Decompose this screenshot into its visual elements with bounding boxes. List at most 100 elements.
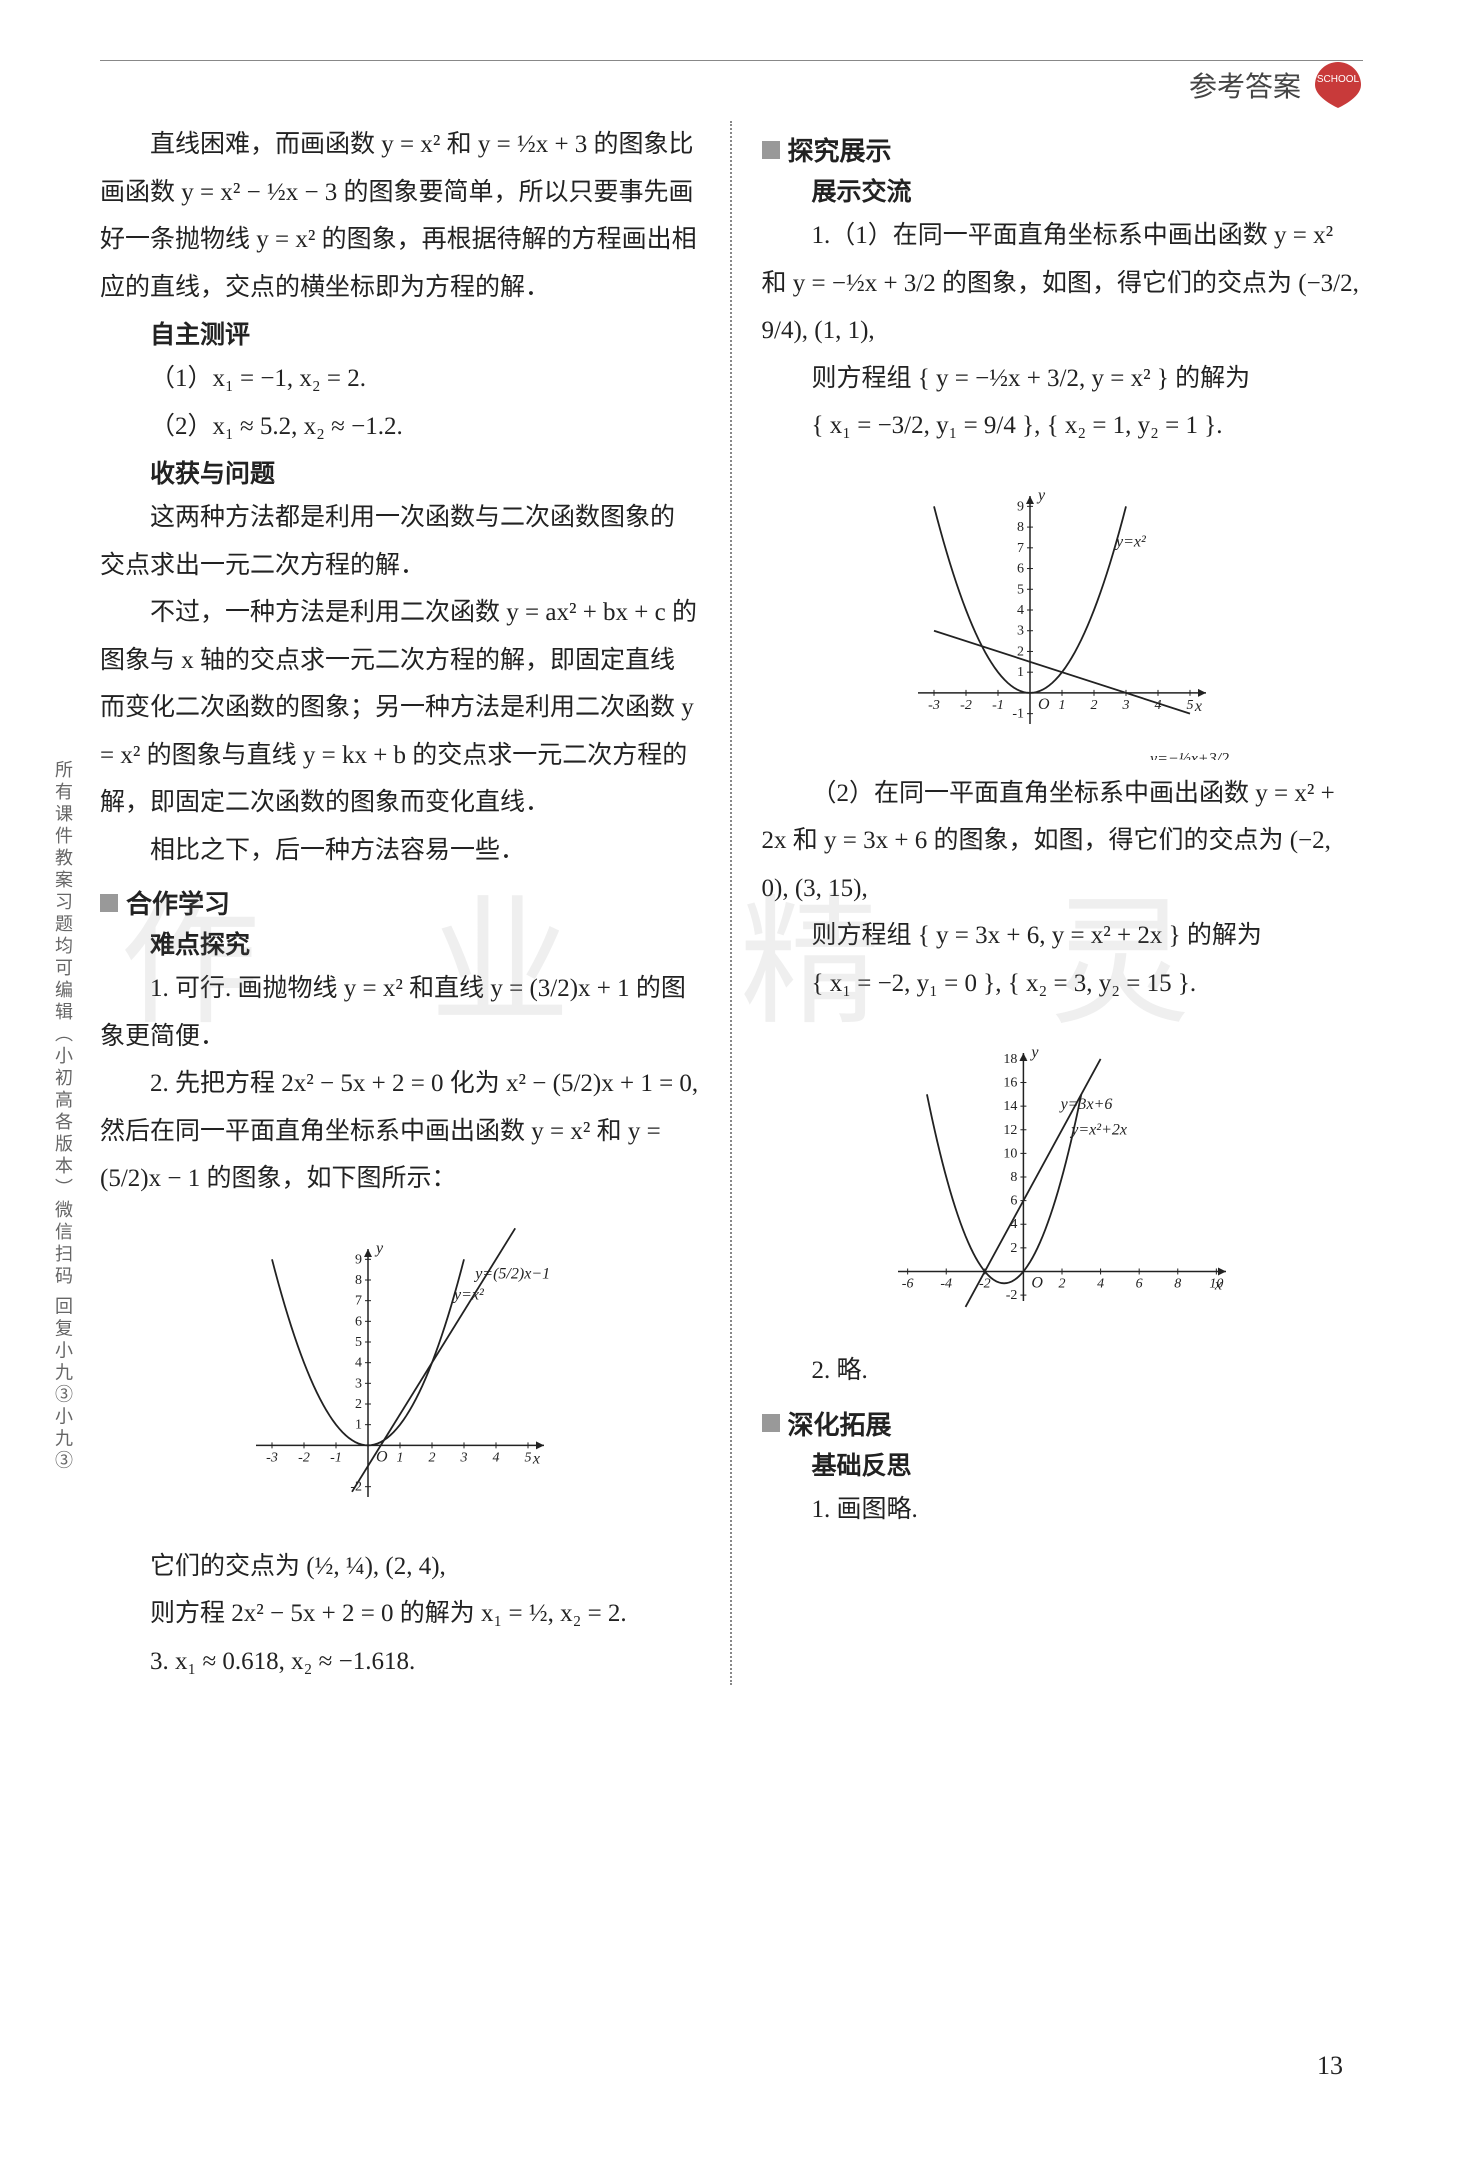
left-item2b: 它们的交点为 (½, ¼), (2, 4), xyxy=(100,1543,700,1591)
svg-text:-4: -4 xyxy=(941,1276,953,1291)
svg-text:-2: -2 xyxy=(960,697,972,712)
header-title: 参考答案 xyxy=(1189,65,1301,105)
svg-text:y=x²: y=x² xyxy=(452,1286,485,1303)
svg-text:12: 12 xyxy=(1004,1123,1018,1138)
svg-text:5: 5 xyxy=(1187,697,1194,712)
svg-text:y=−½x+3/2: y=−½x+3/2 xyxy=(1148,750,1229,759)
svg-text:8: 8 xyxy=(1175,1276,1182,1291)
svg-text:x: x xyxy=(1194,697,1202,714)
svg-text:8: 8 xyxy=(1017,520,1024,535)
svg-text:-1: -1 xyxy=(330,1450,342,1465)
right-3: 2. 略. xyxy=(762,1347,1364,1395)
content-columns: 直线困难，而画函数 y = x² 和 y = ½x + 3 的图象比画函数 y … xyxy=(100,121,1363,1685)
svg-text:O: O xyxy=(1032,1274,1044,1291)
svg-text:y=x²: y=x² xyxy=(1114,533,1147,550)
svg-text:1: 1 xyxy=(1059,697,1066,712)
chart-1: -3-2-112345-2123456789Oxyy=x²y=(5/2)x−1 xyxy=(220,1213,580,1533)
page: 参考答案 SCHOOL 所有课件教案习题均可编辑（小初高各版本）微信扫码 回复小… xyxy=(0,0,1463,2181)
right-2b: 则方程组 { y = 3x + 6, y = x² + 2x } 的解为 xyxy=(762,912,1364,960)
header: 参考答案 SCHOOL xyxy=(1189,60,1363,110)
svg-text:y: y xyxy=(374,1240,384,1257)
svg-text:2: 2 xyxy=(1091,697,1098,712)
side-vertical-text: 所有课件教案习题均可编辑（小初高各版本）微信扫码 回复小九③小九③ xyxy=(50,760,76,1473)
svg-text:1: 1 xyxy=(396,1450,403,1465)
section-marker-icon xyxy=(762,141,780,159)
section-explore-title: 探究展示 xyxy=(788,131,892,168)
badge-text: SCHOOL xyxy=(1317,74,1360,85)
right-4: 1. 画图略. xyxy=(762,1486,1364,1534)
selftest-title: 自主测评 xyxy=(100,315,700,351)
section-marker-icon xyxy=(762,1414,780,1432)
svg-text:y=(5/2)x−1: y=(5/2)x−1 xyxy=(473,1265,550,1282)
right-2c: { x₁ = −2, y₁ = 0 }, { x₂ = 3, y₂ = 15 }… xyxy=(762,960,1364,1008)
svg-text:5: 5 xyxy=(355,1335,362,1350)
svg-text:18: 18 xyxy=(1004,1052,1018,1067)
left-column: 直线困难，而画函数 y = x² 和 y = ½x + 3 的图象比画函数 y … xyxy=(100,121,732,1685)
svg-text:-2: -2 xyxy=(350,1479,362,1494)
svg-text:9: 9 xyxy=(1017,499,1024,514)
right-1c: { x₁ = −3/2, y₁ = 9/4 }, { x₂ = 1, y₂ = … xyxy=(762,402,1364,450)
svg-text:5: 5 xyxy=(1017,582,1024,597)
svg-text:4: 4 xyxy=(355,1355,362,1370)
selftest-2: （2）x₁ ≈ 5.2, x₂ ≈ −1.2. xyxy=(100,403,700,451)
svg-text:3: 3 xyxy=(1122,697,1130,712)
right-column: 探究展示 展示交流 1.（1）在同一平面直角坐标系中画出函数 y = x² 和 … xyxy=(732,121,1364,1685)
right-1b: 则方程组 { y = −½x + 3/2, y = x² } 的解为 xyxy=(762,355,1364,403)
svg-text:2: 2 xyxy=(355,1397,362,1412)
svg-text:-2: -2 xyxy=(1006,1288,1018,1303)
chart-2: -3-2-112345-1123456789Oxyy=x²y=−½x+3/2 xyxy=(882,460,1242,760)
right-2a: （2）在同一平面直角坐标系中画出函数 y = x² + 2x 和 y = 3x … xyxy=(762,770,1364,913)
svg-text:6: 6 xyxy=(1136,1276,1143,1291)
svg-text:4: 4 xyxy=(1017,603,1024,618)
section-marker-icon xyxy=(100,894,118,912)
svg-text:y=x²+2x: y=x²+2x xyxy=(1070,1121,1128,1138)
left-para1: 直线困难，而画函数 y = x² 和 y = ½x + 3 的图象比画函数 y … xyxy=(100,121,700,311)
svg-text:4: 4 xyxy=(492,1450,499,1465)
svg-text:9: 9 xyxy=(355,1252,362,1267)
left-para2: 这两种方法都是利用一次函数与二次函数图象的交点求出一元二次方程的解． xyxy=(100,494,700,589)
svg-text:6: 6 xyxy=(355,1314,362,1329)
svg-text:6: 6 xyxy=(1017,561,1024,576)
header-rule xyxy=(100,60,1363,61)
page-number: 13 xyxy=(1317,2051,1343,2081)
svg-text:3: 3 xyxy=(1017,623,1024,638)
left-item3: 3. x₁ ≈ 0.618, x₂ ≈ −1.618. xyxy=(100,1638,700,1686)
left-item2a: 2. 先把方程 2x² − 5x + 2 = 0 化为 x² − (5/2)x … xyxy=(100,1060,700,1203)
svg-text:7: 7 xyxy=(355,1293,362,1308)
section-cooperate-head: 合作学习 xyxy=(100,884,700,921)
svg-text:4: 4 xyxy=(1097,1276,1104,1291)
svg-text:x: x xyxy=(532,1450,540,1467)
svg-text:2: 2 xyxy=(1059,1276,1066,1291)
section-cooperate-title: 合作学习 xyxy=(126,884,230,921)
svg-text:y=3x+6: y=3x+6 xyxy=(1059,1096,1113,1113)
sub-show: 展示交流 xyxy=(762,172,1364,208)
svg-text:10: 10 xyxy=(1004,1146,1018,1161)
selftest-1: （1）x₁ = −1, x₂ = 2. xyxy=(100,355,700,403)
svg-text:-6: -6 xyxy=(902,1276,914,1291)
svg-text:y: y xyxy=(1030,1044,1040,1061)
svg-text:1: 1 xyxy=(355,1417,362,1432)
svg-text:8: 8 xyxy=(355,1273,362,1288)
left-para3: 不过，一种方法是利用二次函数 y = ax² + bx + c 的图象与 x 轴… xyxy=(100,589,700,827)
svg-text:7: 7 xyxy=(1017,540,1024,555)
svg-text:-2: -2 xyxy=(298,1450,310,1465)
section-extend-head: 深化拓展 xyxy=(762,1405,1364,1442)
svg-text:y: y xyxy=(1036,487,1046,504)
svg-text:16: 16 xyxy=(1004,1076,1018,1091)
section-extend-title: 深化拓展 xyxy=(788,1405,892,1442)
svg-text:3: 3 xyxy=(355,1376,362,1391)
school-badge-icon: SCHOOL xyxy=(1313,60,1363,110)
svg-text:3: 3 xyxy=(459,1450,467,1465)
svg-text:2: 2 xyxy=(428,1450,435,1465)
svg-text:O: O xyxy=(1038,695,1050,712)
sub-difficulty: 难点探究 xyxy=(100,925,700,961)
shouhuo-title: 收获与问题 xyxy=(100,454,700,490)
svg-text:-3: -3 xyxy=(928,697,940,712)
svg-text:6: 6 xyxy=(1011,1194,1018,1209)
svg-text:4: 4 xyxy=(1155,697,1162,712)
left-para4: 相比之下，后一种方法容易一些． xyxy=(100,827,700,875)
left-item2c: 则方程 2x² − 5x + 2 = 0 的解为 x₁ = ½, x₂ = 2. xyxy=(100,1590,700,1638)
svg-text:-1: -1 xyxy=(992,697,1004,712)
chart-3: -6-4-2246810-224681012141618Oxyy=x²+2xy=… xyxy=(862,1017,1262,1337)
svg-text:5: 5 xyxy=(524,1450,531,1465)
